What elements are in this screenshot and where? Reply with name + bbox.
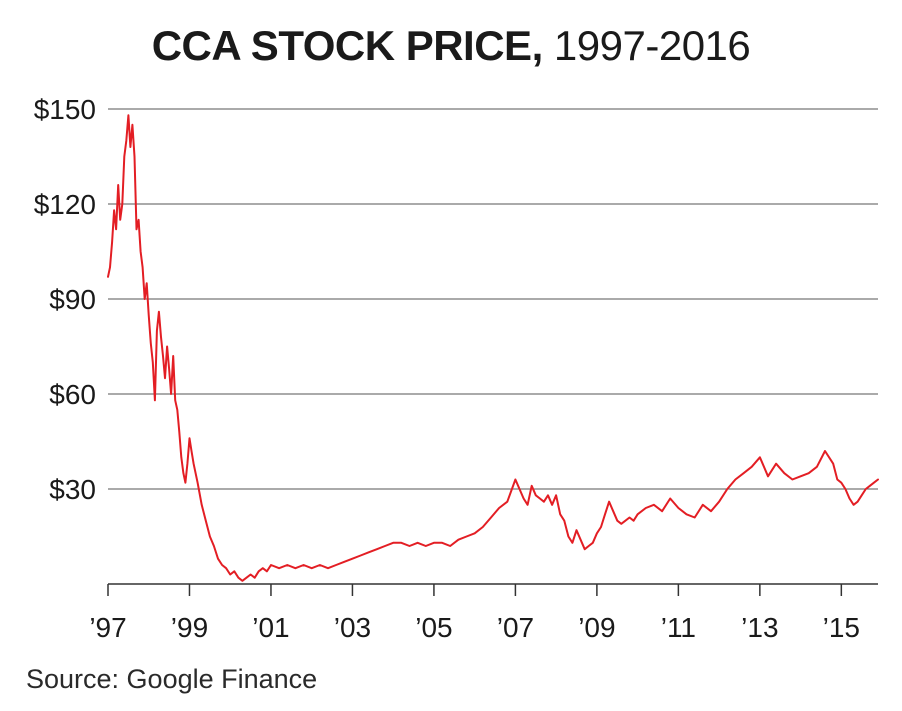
series-line-stock-price xyxy=(107,114,879,582)
chart-title-bold: CCA STOCK PRICE, xyxy=(151,22,544,69)
x-tick-label-2007: ’07 xyxy=(497,612,534,643)
x-axis-ticks: ’97 ’99 ’01 ’03 ’05 ’07 ’09 ’11 ’13 ’15 xyxy=(89,584,860,643)
x-tick-label-2003: ’03 xyxy=(334,612,371,643)
source-note: Source: Google Finance xyxy=(26,664,318,694)
y-tick-label-60: $60 xyxy=(49,379,96,410)
y-tick-label-30: $30 xyxy=(49,474,96,505)
chart-title-years: 1997-2016 xyxy=(553,22,751,69)
y-tick-label-150: $150 xyxy=(34,94,96,125)
x-tick-label-2009: ’09 xyxy=(578,612,615,643)
x-tick-label-2013: ’13 xyxy=(741,612,778,643)
x-tick-label-1999: ’99 xyxy=(171,612,208,643)
x-tick-label-2015: ’15 xyxy=(823,612,860,643)
x-tick-label-2001: ’01 xyxy=(252,612,289,643)
y-tick-label-90: $90 xyxy=(49,284,96,315)
chart-title: CCA STOCK PRICE, 1997-2016 xyxy=(0,22,902,70)
y-tick-label-120: $120 xyxy=(34,189,96,220)
y-axis-ticks: $150 $120 $90 $60 $30 xyxy=(34,94,96,505)
gridlines xyxy=(108,108,878,490)
x-tick-label-2005: ’05 xyxy=(415,612,452,643)
x-tick-label-1997: ’97 xyxy=(89,612,126,643)
x-tick-label-2011: ’11 xyxy=(661,612,696,643)
